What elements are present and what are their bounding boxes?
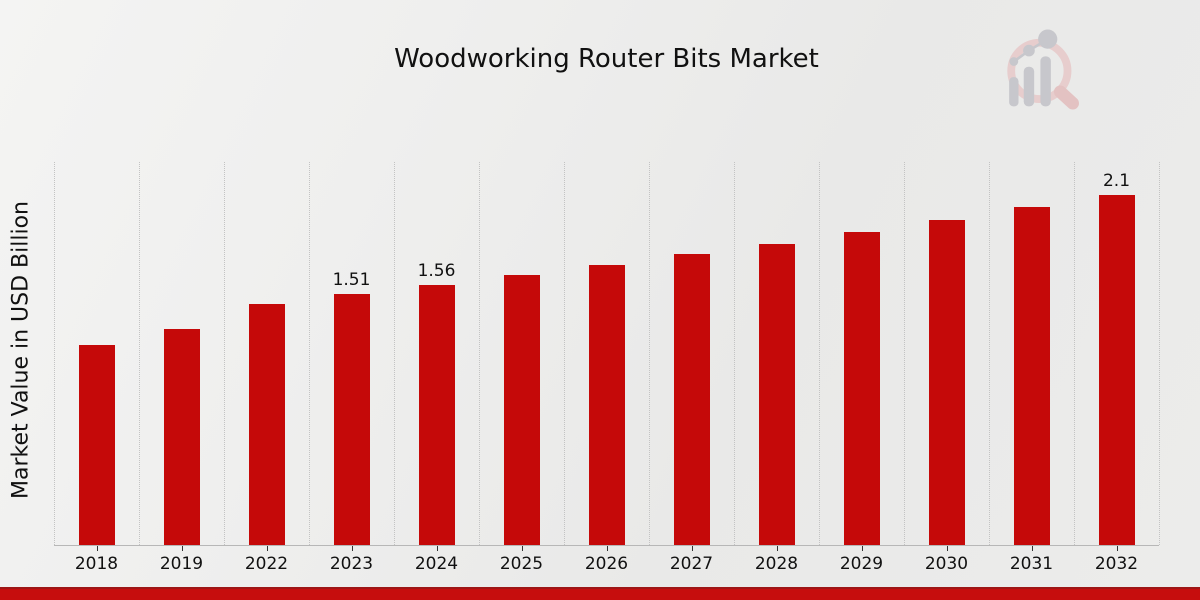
logo-dot-icon (1009, 57, 1019, 66)
x-axis-tick (861, 546, 863, 551)
bar-2029 (843, 232, 880, 545)
bar-2023 (333, 294, 370, 545)
bar-value-label: 1.56 (417, 261, 456, 281)
x-tick-label: 2024 (414, 554, 459, 574)
y-axis-label: Market Value in USD Billion (8, 200, 34, 500)
x-axis-tick (1031, 546, 1033, 551)
x-axis-tick (1116, 546, 1118, 551)
plot-gridline (564, 162, 565, 545)
x-tick-label: 2019 (159, 554, 204, 574)
plot-gridline (1074, 162, 1075, 545)
x-axis-tick (181, 546, 183, 551)
bar-2018 (78, 345, 115, 545)
x-tick-label: 2028 (754, 554, 799, 574)
x-tick-label: 2029 (839, 554, 884, 574)
bar-2027 (673, 254, 710, 545)
x-axis-line (54, 545, 1159, 546)
logo-bar-icon (1009, 77, 1019, 107)
x-axis-tick (96, 546, 98, 551)
x-tick-label: 2027 (669, 554, 714, 574)
x-tick-label: 2022 (244, 554, 289, 574)
x-axis-tick (776, 546, 778, 551)
plot-gridline (734, 162, 735, 545)
x-tick-label: 2031 (1009, 554, 1054, 574)
x-tick-label: 2026 (584, 554, 629, 574)
plot-gridline (139, 162, 140, 545)
x-axis-tick (691, 546, 693, 551)
plot-gridline (224, 162, 225, 545)
x-axis-tick (436, 546, 438, 551)
logo-dot-icon (1023, 44, 1035, 57)
bar-2028 (758, 244, 795, 545)
plot-gridline (649, 162, 650, 545)
bar-2022 (248, 304, 285, 545)
x-tick-label: 2023 (329, 554, 374, 574)
bar-2024 (418, 285, 455, 545)
magnifier-handle-icon (1053, 85, 1079, 110)
logo-dot-icon (1038, 29, 1058, 49)
plot-gridline (1159, 162, 1160, 545)
plot-gridline (989, 162, 990, 545)
bar-2019 (163, 329, 200, 545)
plot-gridline (904, 162, 905, 545)
bar-2032 (1098, 195, 1135, 545)
magnifier-growth-chart-logo (1007, 29, 1079, 110)
logo-bar-icon (1040, 56, 1051, 107)
plot-gridline (479, 162, 480, 545)
bar-2030 (928, 220, 965, 545)
bar-2026 (588, 265, 625, 545)
chart-title: Woodworking Router Bits Market (394, 44, 819, 74)
bar-2031 (1013, 207, 1050, 545)
plot-gridline (819, 162, 820, 545)
x-axis-tick (606, 546, 608, 551)
bar-value-label: 1.51 (332, 270, 371, 290)
x-axis-tick (266, 546, 268, 551)
x-tick-label: 2025 (499, 554, 544, 574)
plot-gridline (309, 162, 310, 545)
x-axis-tick (521, 546, 523, 551)
logo-bar-icon (1023, 66, 1035, 107)
x-axis-tick (946, 546, 948, 551)
x-tick-label: 2018 (74, 554, 119, 574)
plot-gridline (394, 162, 395, 545)
bar-2025 (503, 275, 540, 545)
bar-value-label: 2.1 (1102, 171, 1131, 191)
plot-gridline (54, 162, 55, 545)
x-axis-tick (351, 546, 353, 551)
x-tick-label: 2032 (1094, 554, 1139, 574)
x-tick-label: 2030 (924, 554, 969, 574)
footer-accent-band (0, 587, 1200, 600)
